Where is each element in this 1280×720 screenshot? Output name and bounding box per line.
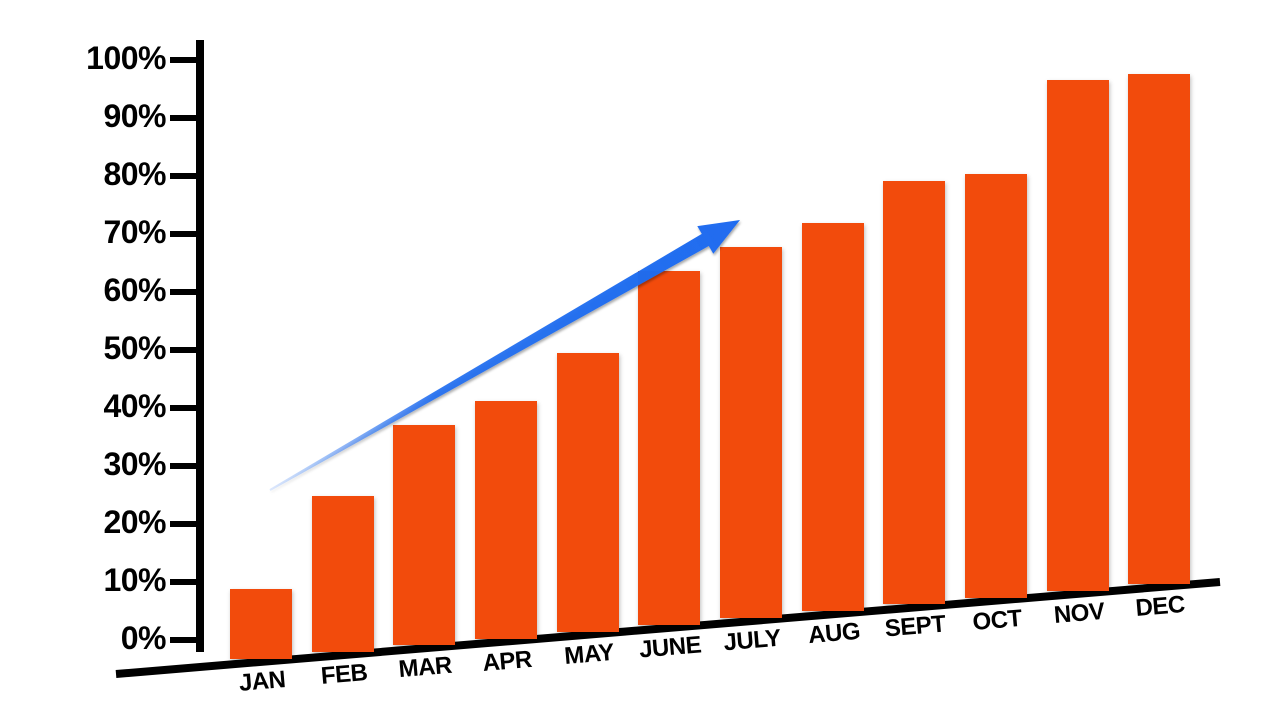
y-axis-tick-label: 60% [103,272,166,309]
bar [475,401,537,639]
x-axis-category-label: MAY [563,639,615,671]
x-axis-category-label: DEC [1135,591,1186,623]
y-axis-tick-label: 0% [121,620,166,657]
x-axis-category-label: NOV [1052,598,1105,630]
y-axis-tick-label: 100% [86,40,166,77]
y-axis-tick-label: 10% [103,562,166,599]
x-axis-category-label: SEPT [884,611,947,644]
bar [1128,74,1190,584]
x-axis-category-label: OCT [971,605,1022,637]
y-axis-tick-label: 80% [103,156,166,193]
x-axis-category-label: JUNE [638,631,702,664]
x-axis-category-label: APR [481,645,532,677]
x-axis-category-label: AUG [807,618,861,650]
bar [1047,80,1109,590]
bar [393,425,455,645]
bar [230,589,292,659]
bar [720,247,782,618]
bar [965,174,1027,597]
y-axis-tick-label: 50% [103,330,166,367]
bar [638,271,700,625]
bar [312,496,374,653]
x-axis-category-label: JAN [238,666,287,698]
y-axis-tick-label: 40% [103,388,166,425]
bar [802,223,864,612]
y-axis-tick-label: 30% [103,446,166,483]
x-axis-category-label: FEB [319,659,368,691]
bar [883,181,945,604]
bar [557,353,619,631]
monthly-percent-bar-chart: 0% 10% 20% 30% 40% 50% 60% 70% 80% 90% 100% JAN FEB… [0,0,1280,720]
y-axis-tick-label: 70% [103,214,166,251]
y-axis-tick-label: 90% [103,98,166,135]
x-axis-category-label: JULY [722,625,781,658]
x-axis-category-label: MAR [398,652,453,684]
y-axis-tick-label: 20% [103,504,166,541]
